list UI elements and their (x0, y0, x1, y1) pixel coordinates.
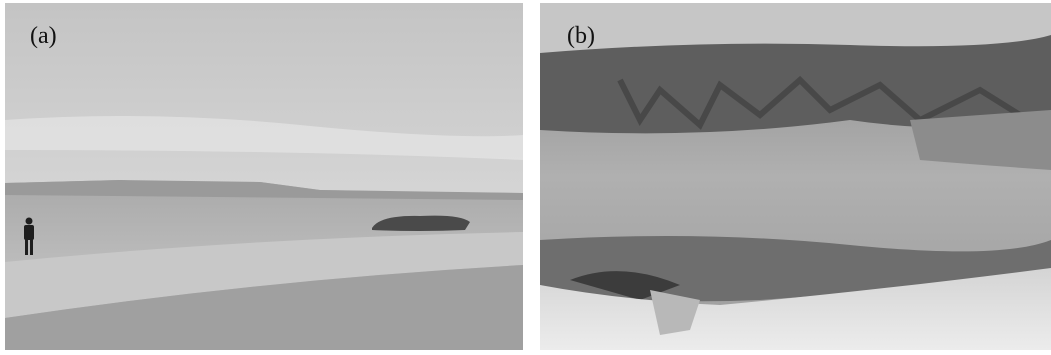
panel-label: (a) (30, 23, 57, 49)
photo-a: (a) (5, 3, 523, 350)
photo-b: (b) (540, 3, 1051, 350)
panel-label: (b) (567, 23, 595, 49)
figure: (a) (b) (0, 0, 1051, 355)
